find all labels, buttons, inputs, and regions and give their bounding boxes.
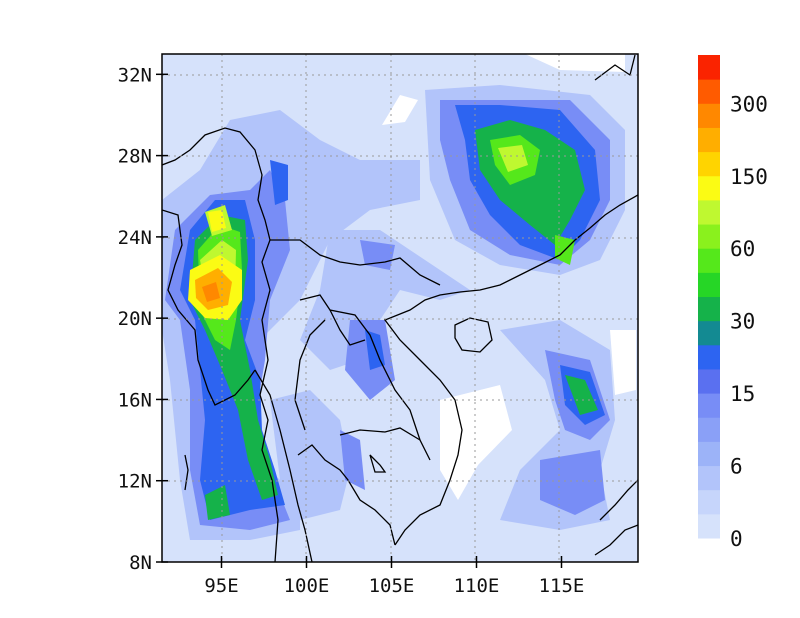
- colorbar-segment: [698, 296, 720, 322]
- y-axis: 32N 28N 24N 20N 16N 12N 8N: [118, 64, 168, 574]
- colorbar-segment: [698, 417, 720, 442]
- colorbar-label: 30: [730, 310, 755, 334]
- y-tick-label: 20N: [118, 308, 152, 330]
- y-tick-label: 16N: [118, 389, 152, 411]
- y-tick-label: 32N: [118, 64, 152, 86]
- colorbar-label: 0: [730, 527, 743, 551]
- colorbar-segment: [698, 199, 720, 225]
- x-tick-label: 110E: [454, 575, 500, 597]
- x-tick-label: 115E: [539, 575, 585, 597]
- y-tick-label: 28N: [118, 146, 152, 168]
- colorbar-segment: [698, 320, 720, 346]
- coastlines: [162, 54, 638, 562]
- colorbar-segment: [698, 272, 720, 297]
- colorbar-segment: [698, 127, 720, 153]
- colorbar-label: 6: [730, 455, 743, 479]
- colorbar-segment: [698, 368, 720, 394]
- colorbar: 0 6 15 30 60 150 300: [698, 55, 768, 551]
- colorbar-segment: [698, 79, 720, 104]
- y-tick-label: 12N: [118, 471, 152, 493]
- colorbar-segment: [698, 151, 720, 177]
- colorbar-label: 60: [730, 237, 755, 261]
- y-tick-label: 8N: [129, 552, 152, 574]
- x-tick-label: 95E: [204, 575, 238, 597]
- colorbar-segment: [698, 224, 720, 249]
- x-tick-label: 105E: [369, 575, 415, 597]
- colorbar-segment: [698, 513, 720, 539]
- colorbar-segment: [698, 441, 720, 467]
- colorbar-segment: [698, 175, 720, 201]
- plot-frame: [161, 53, 639, 563]
- colorbar-segment: [698, 489, 720, 515]
- colorbar-label: 300: [730, 92, 768, 116]
- colorbar-segment: [698, 103, 720, 128]
- colorbar-label: 150: [730, 165, 768, 189]
- graticule: [162, 54, 638, 562]
- x-axis: 95E 100E 105E 110E 115E: [204, 556, 584, 597]
- colorbar-label: 15: [730, 382, 755, 406]
- colorbar-segment: [698, 393, 720, 418]
- colorbar-segment: [698, 55, 720, 80]
- colorbar-segment: [698, 344, 720, 370]
- colorbar-segment: [698, 248, 720, 273]
- x-tick-label: 100E: [284, 575, 330, 597]
- precipitation-field: [162, 54, 638, 562]
- y-tick-label: 24N: [118, 227, 152, 249]
- colorbar-segment: [698, 465, 720, 491]
